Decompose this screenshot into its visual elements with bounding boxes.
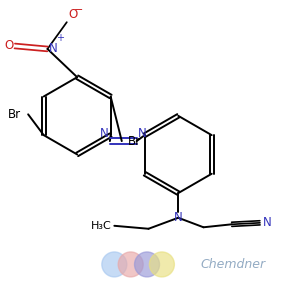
Circle shape	[118, 252, 143, 277]
Text: N: N	[49, 42, 58, 56]
Circle shape	[134, 252, 160, 277]
Text: O: O	[68, 8, 77, 21]
Text: −: −	[74, 5, 84, 15]
Text: N: N	[138, 127, 147, 140]
Text: N: N	[100, 127, 108, 140]
Text: N: N	[174, 211, 183, 224]
Circle shape	[149, 252, 174, 277]
Text: O: O	[4, 40, 13, 52]
Text: Br: Br	[128, 135, 141, 148]
Circle shape	[102, 252, 127, 277]
Text: Br: Br	[8, 108, 21, 121]
Text: H₃C: H₃C	[91, 221, 111, 231]
Text: +: +	[56, 33, 64, 43]
Text: N: N	[263, 216, 272, 229]
Text: Chemdner: Chemdner	[200, 258, 266, 271]
